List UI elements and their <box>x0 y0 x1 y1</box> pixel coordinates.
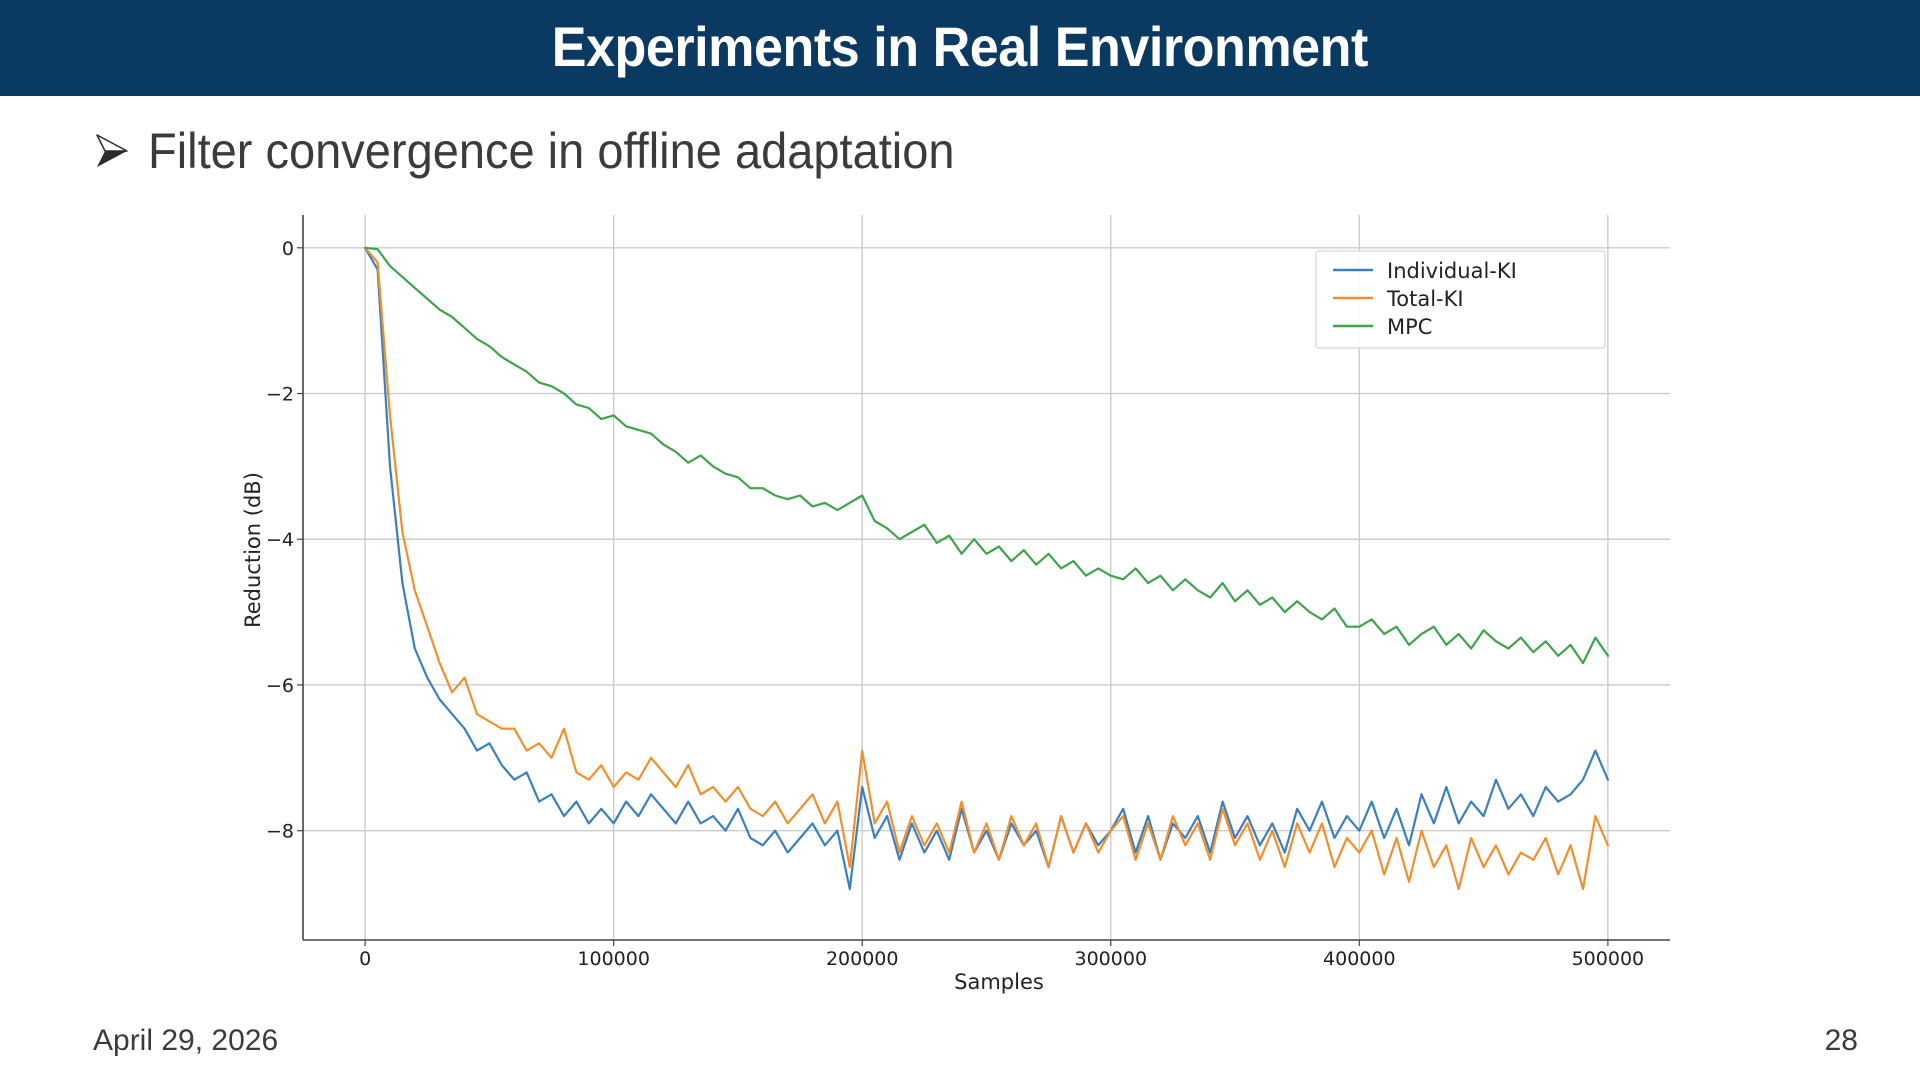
legend-label-total-ki: Total-KI <box>1386 287 1464 311</box>
series-line-mpc <box>364 246 1610 665</box>
x-tick-label: 200000 <box>826 948 899 970</box>
legend-label-individual-ki: Individual-KI <box>1387 259 1517 283</box>
y-axis-label: Reduction (dB) <box>241 472 265 628</box>
legend-frame <box>1315 250 1606 349</box>
y-tick-label: −8 <box>266 821 294 843</box>
series-line-total-ki <box>364 246 1610 891</box>
y-tick-label: −4 <box>266 529 294 551</box>
series-line-individual-ki <box>364 246 1610 891</box>
bullet-text: Filter convergence in offline adaptation <box>148 123 955 179</box>
y-tick-label: −2 <box>266 384 294 406</box>
x-tick-label: 300000 <box>1075 948 1148 970</box>
legend-label-mpc: MPC <box>1387 315 1432 339</box>
footer-date: April 29, 2026 <box>93 1024 279 1057</box>
x-tick-label: 500000 <box>1572 948 1645 970</box>
series-lines <box>364 246 1610 891</box>
arrowhead-bullet-icon <box>96 134 128 167</box>
slide-title: Experiments in Real Environment <box>551 14 1369 78</box>
x-tick-label: 400000 <box>1323 948 1396 970</box>
legend-entry-individual-ki: Individual-KI <box>1333 259 1517 283</box>
bullet-item: Filter convergence in offline adaptation <box>96 116 1006 186</box>
legend-entry-total-ki: Total-KI <box>1333 287 1464 311</box>
x-tick-label: 100000 <box>577 948 650 970</box>
legend: Individual-KI Total-KI MPC <box>1315 250 1606 349</box>
axes <box>302 215 1670 941</box>
y-tick-label: 0 <box>282 238 294 260</box>
slide-header: Experiments in Real Environment <box>0 0 1920 96</box>
x-axis-label: Samples <box>954 970 1044 994</box>
x-tick-label: 0 <box>359 948 371 970</box>
legend-entry-mpc: MPC <box>1333 315 1432 339</box>
page-number: 28 <box>1824 1024 1858 1057</box>
y-tick-label: −6 <box>266 675 294 697</box>
tick-labels: 0 100000 200000 300000 400000 500000 0 −2 −4 −6 −8 <box>266 238 1644 970</box>
